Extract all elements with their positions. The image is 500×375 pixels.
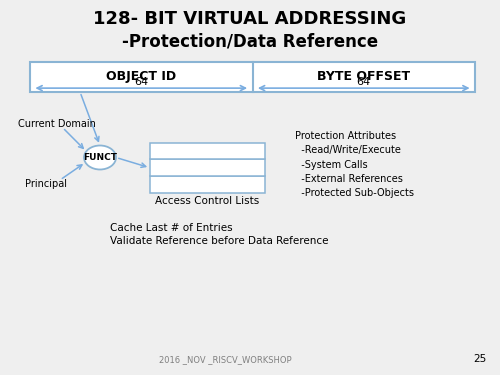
Text: Cache Last # of Entries: Cache Last # of Entries xyxy=(110,223,232,233)
Bar xyxy=(150,142,265,159)
Bar xyxy=(150,159,265,176)
Text: Current Domain: Current Domain xyxy=(18,119,96,129)
Text: OBJECT ID: OBJECT ID xyxy=(106,70,176,83)
Text: 2016 _NOV _RISCV_WORKSHOP: 2016 _NOV _RISCV_WORKSHOP xyxy=(158,355,292,364)
Text: Principal: Principal xyxy=(25,179,67,189)
Text: -Protection/Data Reference: -Protection/Data Reference xyxy=(122,32,378,50)
Circle shape xyxy=(84,146,116,170)
Text: -System Calls: -System Calls xyxy=(295,160,368,170)
Text: -Protected Sub-Objects: -Protected Sub-Objects xyxy=(295,188,414,198)
Text: FUNCT: FUNCT xyxy=(83,153,117,162)
Bar xyxy=(30,62,475,92)
Text: 64: 64 xyxy=(134,77,148,87)
Text: 25: 25 xyxy=(474,354,486,364)
Text: Validate Reference before Data Reference: Validate Reference before Data Reference xyxy=(110,236,328,246)
Text: BYTE OFFSET: BYTE OFFSET xyxy=(317,70,410,83)
Text: -Read/Write/Execute: -Read/Write/Execute xyxy=(295,146,401,156)
Bar xyxy=(150,176,265,193)
Text: 128- BIT VIRTUAL ADDRESSING: 128- BIT VIRTUAL ADDRESSING xyxy=(94,10,406,28)
Text: 64: 64 xyxy=(356,77,371,87)
Text: -External References: -External References xyxy=(295,174,403,184)
Text: Protection Attributes: Protection Attributes xyxy=(295,131,396,141)
Text: Access Control Lists: Access Control Lists xyxy=(156,196,260,206)
